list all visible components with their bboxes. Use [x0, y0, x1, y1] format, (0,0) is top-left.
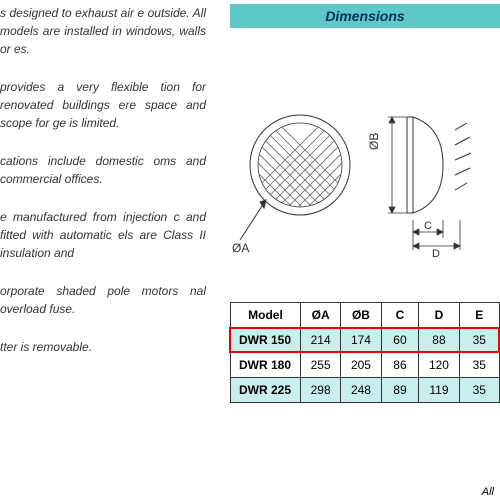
cell-model: DWR 180: [231, 353, 301, 378]
col-ob: ØB: [341, 303, 381, 328]
col-oa: ØA: [300, 303, 340, 328]
col-model: Model: [231, 303, 301, 328]
col-d: D: [419, 303, 459, 328]
cell-d: 119: [419, 378, 459, 403]
cell-e: 35: [459, 353, 499, 378]
para-6: tter is removable.: [0, 338, 206, 356]
cell-d: 88: [419, 328, 459, 353]
col-c: C: [381, 303, 419, 328]
para-3: cations include domestic oms and commerc…: [0, 152, 206, 188]
dimensions-table: Model ØA ØB C D E DWR 150214174608835DWR…: [230, 302, 500, 403]
cell-b: 174: [341, 328, 381, 353]
dimension-diagram: ØA ØB C D: [230, 80, 500, 260]
dimensions-header: Dimensions: [230, 4, 500, 28]
label-c: C: [424, 220, 432, 232]
para-4: e manufactured from injection c and fitt…: [0, 208, 206, 262]
table-row: DWR 2252982488911935: [231, 378, 500, 403]
table-row: DWR 1802552058612035: [231, 353, 500, 378]
table-header-row: Model ØA ØB C D E: [231, 303, 500, 328]
cell-e: 35: [459, 328, 499, 353]
cell-a: 214: [300, 328, 340, 353]
footnote: All: [482, 486, 494, 498]
label-d: D: [432, 248, 440, 260]
para-5: orporate shaded pole motors nal overload…: [0, 282, 206, 318]
cell-c: 60: [381, 328, 419, 353]
label-ob: ØB: [367, 133, 381, 150]
label-oa: ØA: [232, 241, 249, 255]
cell-b: 205: [341, 353, 381, 378]
table-row: DWR 150214174608835: [231, 328, 500, 353]
cell-a: 298: [300, 378, 340, 403]
cell-d: 120: [419, 353, 459, 378]
cell-a: 255: [300, 353, 340, 378]
para-2: provides a very flexible tion for renova…: [0, 78, 206, 132]
col-e: E: [459, 303, 499, 328]
cell-c: 86: [381, 353, 419, 378]
description-text: s designed to exhaust air e outside. All…: [0, 4, 206, 376]
cell-c: 89: [381, 378, 419, 403]
para-1: s designed to exhaust air e outside. All…: [0, 4, 206, 58]
cell-model: DWR 225: [231, 378, 301, 403]
cell-model: DWR 150: [231, 328, 301, 353]
cell-e: 35: [459, 378, 499, 403]
cell-b: 248: [341, 378, 381, 403]
